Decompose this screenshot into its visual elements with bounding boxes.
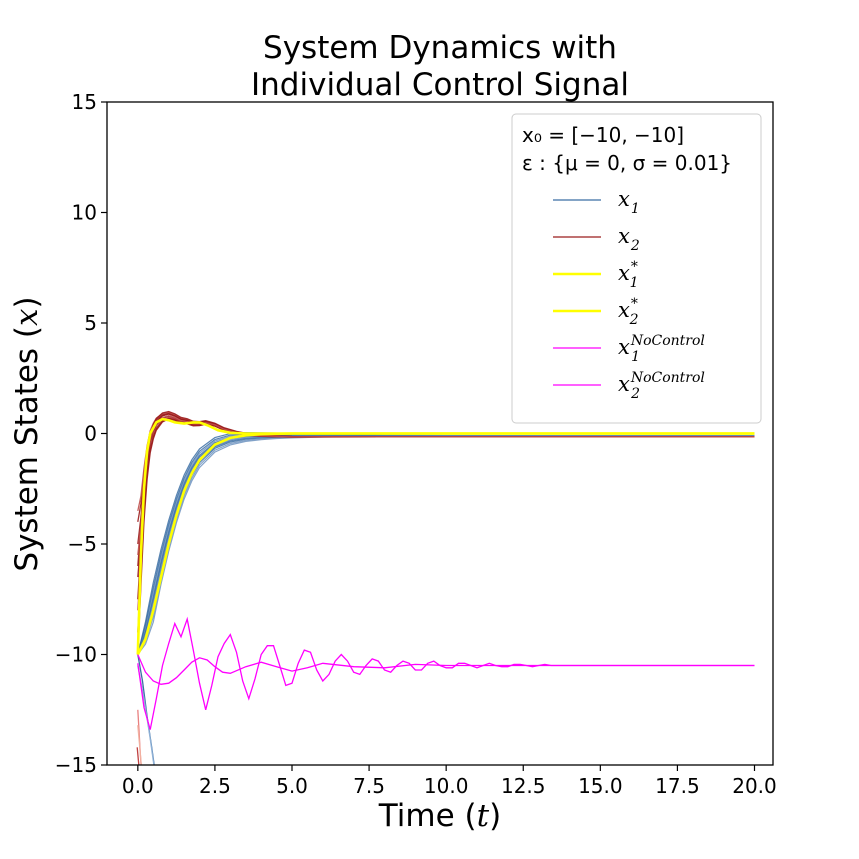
legend-label: x2 (618, 224, 640, 254)
y-tick-label: 10 (72, 201, 97, 225)
x1-trajectory (137, 435, 755, 655)
legend-label: x* 1 (618, 259, 639, 291)
x1-trajectory (137, 435, 755, 655)
y-axis-label-end: ) (9, 296, 45, 308)
x2-trajectory (137, 417, 755, 633)
y-tick-label: −10 (55, 643, 97, 667)
x-tick-label: 15.0 (578, 774, 623, 798)
x1-trajectory (137, 434, 755, 655)
y-tick-label: 5 (84, 311, 97, 335)
series-line-x1_opt (136, 432, 755, 656)
series-line-x1_noctrl (137, 654, 755, 685)
y-axis-label-var: x (9, 308, 45, 326)
x1-trajectory (137, 434, 755, 655)
x-axis-label: Time (t) (378, 798, 501, 834)
y-tick-label: 15 (72, 90, 97, 114)
legend-header-noise: ε : {μ = 0, σ = 0.01} (522, 151, 732, 175)
y-tick-label: −15 (55, 753, 97, 777)
legend-label: xNoControl 2 (618, 370, 705, 402)
x-axis-label-end: ) (489, 798, 501, 834)
x2-trajectory (137, 416, 755, 611)
x-axis-label-var: t (477, 798, 490, 834)
x1-trajectory (137, 435, 755, 655)
x1-trajectory (137, 435, 755, 655)
offscale-trace (136, 747, 140, 765)
legend: x₀ = [−10, −10] ε : {μ = 0, σ = 0.01} x1… (511, 113, 762, 424)
x-axis-label-text: Time ( (378, 798, 477, 834)
x-tick-label: 2.5 (199, 774, 231, 798)
series-line-x2_noctrl (137, 616, 755, 730)
x-tick-label: 7.5 (353, 774, 385, 798)
legend-label: x* 2 (618, 296, 639, 328)
legend-header-x0: x₀ = [−10, −10] (522, 123, 684, 147)
legend-label: x1 (618, 187, 640, 217)
y-tick-label: −5 (68, 532, 97, 556)
x1-trajectory (137, 431, 755, 655)
series-layer (136, 410, 755, 765)
y-axis-ticks: −15 −10 −5 0 5 10 15 (55, 90, 107, 777)
x2-trajectory (137, 415, 755, 556)
x1-trajectory (137, 433, 755, 655)
series-line-x2_opt (136, 417, 755, 655)
x-tick-label: 20.0 (732, 774, 777, 798)
x-tick-label: 17.5 (655, 774, 700, 798)
x-tick-label: 10.0 (424, 774, 469, 798)
x1-trajectory (137, 433, 755, 655)
y-axis-label-text: System States ( (9, 326, 45, 572)
y-axis-label: System States (x) (9, 296, 45, 571)
x-tick-label: 12.5 (501, 774, 546, 798)
x1-trajectory (137, 435, 755, 655)
legend-entries: x1 x2 x* 1 x* 2 xNoControl 1 xNoControl 2 (553, 187, 705, 402)
legend-label: xNoControl 1 (618, 333, 705, 365)
offscale-trace (137, 725, 142, 765)
y-tick-label: 0 (84, 422, 97, 446)
x2-trajectory (137, 418, 755, 655)
chart-title-line-2: Individual Control Signal (251, 67, 629, 103)
x2-trajectory (137, 411, 755, 512)
legend-box (511, 113, 762, 424)
x-axis-ticks: 0.0 2.5 5.0 7.5 10.0 12.5 15.0 17.5 20.0 (122, 765, 777, 798)
x-tick-label: 0.0 (122, 774, 154, 798)
chart-title-line-1: System Dynamics with (263, 30, 617, 66)
x-tick-label: 5.0 (276, 774, 308, 798)
